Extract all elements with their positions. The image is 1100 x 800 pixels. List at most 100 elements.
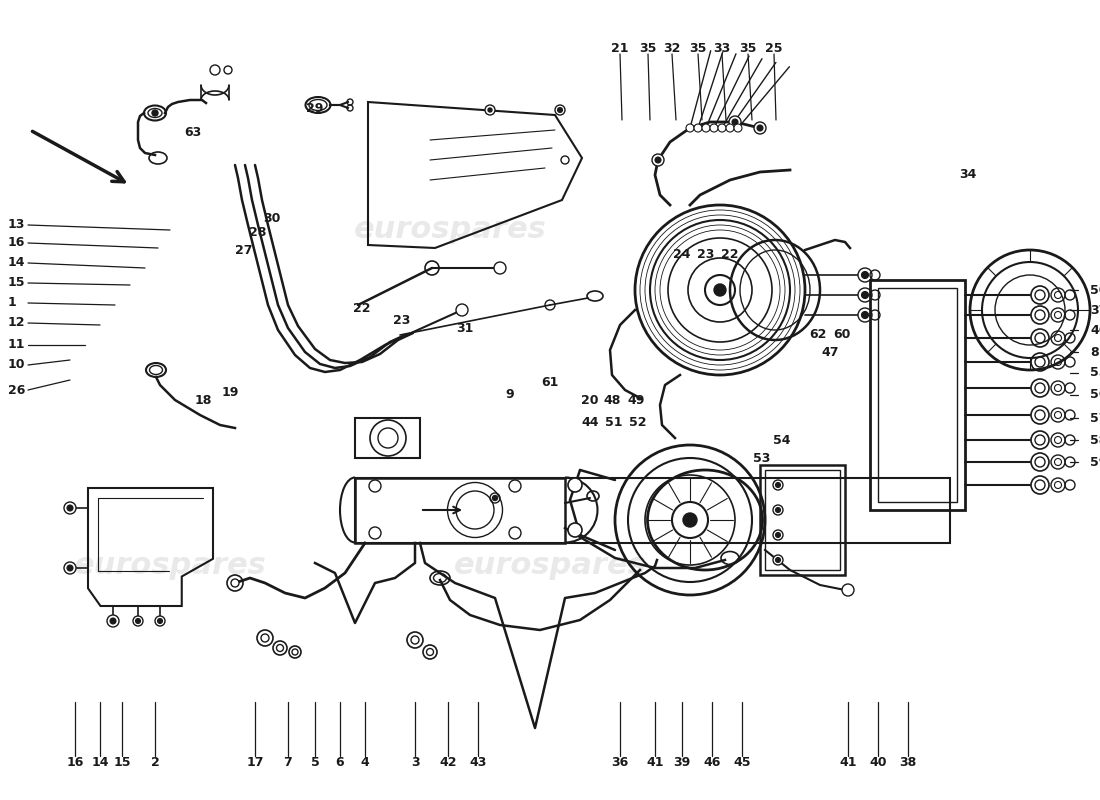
Text: 37: 37 — [1090, 303, 1100, 317]
Text: 46: 46 — [1090, 323, 1100, 337]
Text: 14: 14 — [8, 257, 25, 270]
Circle shape — [231, 579, 239, 587]
Circle shape — [456, 304, 468, 316]
Text: 30: 30 — [263, 211, 280, 225]
Circle shape — [861, 311, 869, 318]
Text: 17: 17 — [246, 755, 264, 769]
Circle shape — [261, 634, 270, 642]
Text: eurospares: eurospares — [453, 550, 647, 579]
Bar — [764, 470, 840, 570]
Circle shape — [110, 618, 115, 624]
Circle shape — [1035, 290, 1045, 300]
Circle shape — [726, 124, 734, 132]
Text: 35: 35 — [739, 42, 757, 54]
Circle shape — [710, 124, 718, 132]
Text: 41: 41 — [647, 755, 663, 769]
Circle shape — [67, 565, 73, 571]
Text: 38: 38 — [900, 755, 916, 769]
Text: 27: 27 — [235, 243, 253, 257]
Text: 21: 21 — [612, 42, 629, 54]
Text: 13: 13 — [8, 218, 25, 231]
Text: 24: 24 — [673, 249, 691, 262]
Text: 11: 11 — [8, 338, 25, 351]
Text: 44: 44 — [581, 415, 598, 429]
Text: 15: 15 — [8, 277, 25, 290]
Text: 35: 35 — [639, 42, 657, 54]
Text: 43: 43 — [470, 755, 486, 769]
Circle shape — [858, 268, 872, 282]
Circle shape — [427, 649, 433, 655]
Circle shape — [368, 527, 381, 539]
Circle shape — [276, 645, 284, 651]
Circle shape — [776, 482, 781, 487]
Circle shape — [1055, 437, 1061, 443]
Circle shape — [702, 124, 710, 132]
Text: 29: 29 — [306, 102, 323, 114]
Text: 33: 33 — [714, 42, 730, 54]
Circle shape — [1055, 311, 1061, 318]
Circle shape — [729, 116, 741, 128]
Text: 15: 15 — [113, 755, 131, 769]
Circle shape — [1035, 410, 1045, 420]
Circle shape — [1035, 457, 1045, 467]
Text: 53: 53 — [754, 451, 771, 465]
Text: 25: 25 — [766, 42, 783, 54]
Text: eurospares: eurospares — [74, 550, 266, 579]
Text: 46: 46 — [703, 755, 720, 769]
Circle shape — [858, 288, 872, 302]
Circle shape — [773, 480, 783, 490]
Text: 20: 20 — [581, 394, 598, 406]
Circle shape — [773, 530, 783, 540]
Text: 4: 4 — [361, 755, 370, 769]
Circle shape — [368, 480, 381, 492]
Circle shape — [1035, 435, 1045, 445]
Circle shape — [135, 618, 141, 623]
Circle shape — [776, 558, 781, 562]
Circle shape — [561, 156, 569, 164]
Circle shape — [1035, 310, 1045, 320]
Text: 61: 61 — [541, 377, 559, 390]
Text: 41: 41 — [839, 755, 857, 769]
Circle shape — [107, 615, 119, 627]
Text: 60: 60 — [834, 329, 850, 342]
Text: 58: 58 — [1090, 434, 1100, 446]
Text: 28: 28 — [250, 226, 266, 239]
Bar — [878, 288, 957, 502]
Bar — [355, 478, 950, 543]
Bar — [870, 280, 965, 510]
Text: 62: 62 — [810, 329, 827, 342]
Text: 18: 18 — [195, 394, 211, 406]
Text: 26: 26 — [8, 383, 25, 397]
Text: 10: 10 — [8, 358, 25, 371]
Circle shape — [157, 618, 163, 623]
Text: 47: 47 — [822, 346, 838, 358]
Text: 12: 12 — [8, 317, 25, 330]
Circle shape — [509, 527, 521, 539]
Circle shape — [1055, 385, 1061, 391]
Text: 1: 1 — [8, 297, 16, 310]
Circle shape — [67, 505, 73, 511]
Bar — [355, 418, 420, 458]
Text: 59: 59 — [1090, 455, 1100, 469]
Text: 49: 49 — [627, 394, 645, 406]
Text: 35: 35 — [690, 42, 706, 54]
Text: 63: 63 — [185, 126, 201, 139]
Circle shape — [842, 584, 854, 596]
Circle shape — [773, 505, 783, 515]
Text: 42: 42 — [439, 755, 456, 769]
Circle shape — [292, 649, 298, 655]
Circle shape — [718, 124, 726, 132]
Text: 2: 2 — [151, 755, 160, 769]
Circle shape — [754, 122, 766, 134]
Text: 39: 39 — [673, 755, 691, 769]
Text: 23: 23 — [394, 314, 410, 326]
Circle shape — [776, 507, 781, 513]
Text: 3: 3 — [410, 755, 419, 769]
Circle shape — [1035, 357, 1045, 367]
Circle shape — [714, 284, 726, 296]
Circle shape — [654, 157, 661, 163]
Circle shape — [494, 262, 506, 274]
Text: 7: 7 — [284, 755, 293, 769]
Circle shape — [411, 636, 419, 644]
Bar — [760, 465, 845, 575]
